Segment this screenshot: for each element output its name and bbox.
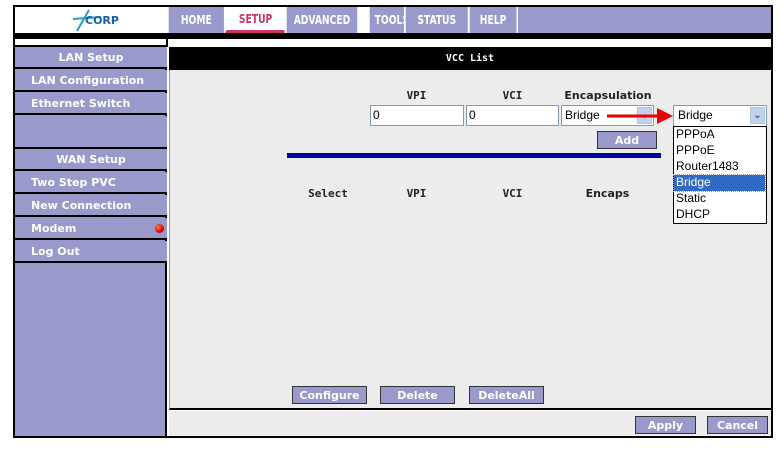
tab-label: HELP — [479, 13, 507, 27]
col-select: Select — [308, 187, 348, 200]
title-text: VCC List — [445, 53, 495, 64]
tab-label: HOME — [180, 13, 212, 27]
sidebar-item-ethernet-switch[interactable]: Ethernet Switch — [15, 93, 167, 115]
vci-input[interactable]: 0 — [466, 105, 559, 126]
tab-label: ADVANCED — [293, 13, 351, 27]
divider — [15, 45, 167, 47]
sidebar-label: New Connection — [31, 198, 132, 212]
sidebar-item-log-out[interactable]: Log Out — [15, 241, 167, 263]
sidebar-label: Ethernet Switch — [31, 96, 131, 110]
nav-filler — [518, 7, 771, 33]
sidebar-label: Log Out — [31, 244, 80, 258]
encapsulation-label: Encapsulation — [564, 89, 652, 102]
divider-line — [287, 153, 661, 158]
add-button[interactable]: Add — [597, 131, 657, 149]
tab-label: TOOLS — [374, 13, 409, 27]
delete-all-button[interactable]: DeleteAll — [469, 386, 544, 404]
content-area — [169, 70, 771, 410]
encapsulation-dropdown[interactable]: Bridge ⌄ — [673, 105, 767, 127]
sidebar-header-lan-setup: LAN Setup — [15, 47, 167, 69]
option-pppoe[interactable]: PPPoE — [676, 143, 715, 157]
sidebar-header-wan-setup: WAN Setup — [15, 149, 167, 171]
sidebar-item-modem[interactable]: Modem — [15, 218, 167, 240]
tab-setup[interactable]: SETUP — [225, 7, 285, 33]
option-static[interactable]: Static — [676, 191, 707, 205]
cancel-button[interactable]: Cancel — [707, 416, 768, 434]
option-bridge[interactable]: Bridge — [673, 174, 766, 192]
page-title: VCC List — [169, 47, 771, 70]
vci-label: VCI — [502, 89, 523, 102]
tab-label: SETUP — [238, 11, 273, 26]
vpi-label: VPI — [406, 89, 427, 102]
col-vpi: VPI — [406, 187, 427, 200]
col-encaps: Encaps — [585, 187, 630, 200]
option-router1483[interactable]: Router1483 — [676, 159, 739, 173]
sidebar-spacer — [15, 116, 167, 149]
sidebar-item-lan-configuration[interactable]: LAN Configuration — [15, 70, 167, 92]
status-led-icon — [155, 224, 164, 233]
select-value: Bridge — [678, 108, 713, 122]
col-vci: VCI — [502, 187, 523, 200]
acorp-logo[interactable]: CORP — [15, 7, 166, 33]
tab-status[interactable]: STATUS — [404, 7, 468, 33]
sidebar-item-new-connection[interactable]: New Connection — [15, 195, 167, 217]
sidebar-label: LAN Setup — [58, 50, 124, 64]
chevron-down-icon: ⌄ — [750, 107, 765, 124]
select-value: Bridge — [565, 108, 600, 122]
sidebar-label: WAN Setup — [56, 152, 126, 166]
svg-text:CORP: CORP — [85, 14, 119, 27]
vpi-input[interactable]: 0 — [370, 105, 464, 126]
tab-label: STATUS — [417, 13, 457, 27]
red-arrow-annotation — [607, 108, 673, 124]
tab-advanced[interactable]: ADVANCED — [285, 7, 358, 33]
header-bar — [15, 33, 771, 39]
configure-button[interactable]: Configure — [292, 386, 367, 404]
apply-button[interactable]: Apply — [635, 416, 696, 434]
sidebar-label: Modem — [31, 221, 77, 235]
tab-help[interactable]: HELP — [468, 7, 517, 33]
delete-button[interactable]: Delete — [380, 386, 455, 404]
option-dhcp[interactable]: DHCP — [676, 207, 711, 221]
option-pppoa[interactable]: PPPoA — [676, 127, 715, 141]
sidebar-label: LAN Configuration — [31, 73, 145, 87]
tab-home[interactable]: HOME — [167, 7, 224, 33]
sidebar-item-two-step-pvc[interactable]: Two Step PVC — [15, 172, 167, 194]
sidebar-label: Two Step PVC — [31, 175, 116, 189]
divider — [166, 39, 168, 47]
